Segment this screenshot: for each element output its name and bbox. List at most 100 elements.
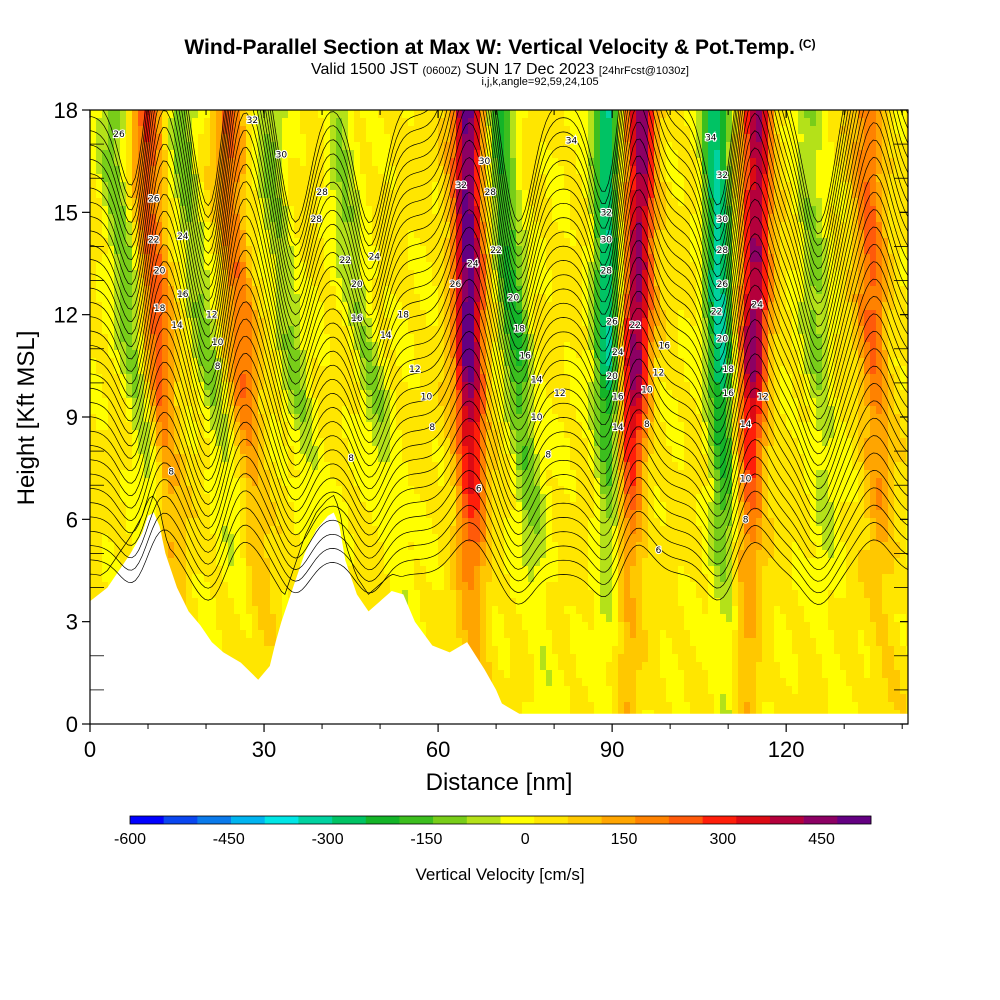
contour-label: 26 xyxy=(450,280,462,290)
contour-label: 16 xyxy=(659,341,671,351)
colorbar-swatch xyxy=(433,816,468,824)
contour-label: 30 xyxy=(479,157,491,167)
theta-contour-line xyxy=(90,157,908,351)
y-axis-label: Height [Kft MSL] xyxy=(13,331,40,506)
contour-label: 22 xyxy=(148,236,159,246)
contour-label: 10 xyxy=(212,338,224,348)
contour-label: 18 xyxy=(514,324,526,334)
contour-label: 8 xyxy=(348,454,354,464)
contour-label: 28 xyxy=(485,188,497,198)
contour-label: 32 xyxy=(247,116,258,126)
colorbar-swatch xyxy=(500,816,535,824)
contour-label: 26 xyxy=(148,195,160,205)
y-tick-label: 12 xyxy=(54,303,78,328)
theta-contour-line xyxy=(90,110,908,281)
colorbar-tick-label: 300 xyxy=(709,831,736,848)
contour-label: 24 xyxy=(612,348,624,358)
contour-label: 20 xyxy=(351,280,363,290)
contour-label: 30 xyxy=(717,215,729,225)
theta-contour-line xyxy=(90,110,846,235)
contour-label: 26 xyxy=(606,318,618,328)
x-tick-label: 30 xyxy=(252,737,276,762)
contour-label: 30 xyxy=(276,150,288,160)
contour-label: 10 xyxy=(421,393,433,403)
contour-label: 12 xyxy=(409,365,420,375)
theta-contour-line xyxy=(90,278,908,432)
valid-date: SUN 17 Dec 2023 xyxy=(465,61,595,78)
y-tick-label: 9 xyxy=(66,405,78,430)
contour-label: 8 xyxy=(429,423,435,433)
colorbar-swatch xyxy=(635,816,670,824)
theta-contour-line xyxy=(90,470,908,559)
contour-label: 14 xyxy=(171,321,183,331)
theta-contour-line xyxy=(90,313,908,455)
contour-label: 28 xyxy=(316,188,328,198)
contour-label: 8 xyxy=(215,362,221,372)
colorbar-swatch xyxy=(803,816,838,824)
y-tick-label: 18 xyxy=(54,98,78,123)
contour-label: 18 xyxy=(722,365,734,375)
x-tick-label: 90 xyxy=(600,737,624,762)
contour-label: 22 xyxy=(630,321,641,331)
grid-indices: i,j,k,angle=92,59,24,105 xyxy=(481,76,599,88)
contour-label: 8 xyxy=(644,420,650,430)
colorbar-tick-label: -450 xyxy=(213,831,245,848)
contour-label: 34 xyxy=(705,133,717,143)
colorbar-tick-label: -300 xyxy=(312,831,344,848)
theta-contour-line xyxy=(90,348,908,478)
theta-contour-line xyxy=(90,139,908,339)
contour-label: 10 xyxy=(641,386,653,396)
contour-label: 32 xyxy=(601,208,612,218)
contour-label: 16 xyxy=(351,314,363,324)
contour-label: 20 xyxy=(154,266,166,276)
contour-label: 24 xyxy=(177,232,189,242)
theta-contour-line xyxy=(90,261,908,420)
colorbar-swatch xyxy=(601,816,636,824)
colorbar-tick-label: 450 xyxy=(808,831,835,848)
contour-label: 16 xyxy=(612,393,624,403)
contour-label: 12 xyxy=(757,393,768,403)
contour-label: 20 xyxy=(717,335,729,345)
contour-label: 6 xyxy=(656,546,662,556)
colorbar-swatch xyxy=(837,816,872,824)
colorbar-swatch xyxy=(702,816,737,824)
contour-label: 28 xyxy=(717,246,729,256)
contour-label: 34 xyxy=(566,137,578,147)
valid-utc: (0600Z) xyxy=(422,65,462,77)
contour-label: 22 xyxy=(340,256,351,266)
theta-contour-line xyxy=(90,296,908,443)
x-tick-label: 0 xyxy=(84,737,96,762)
contour-label: 24 xyxy=(751,300,763,310)
colorbar-tick-label: 0 xyxy=(521,831,530,848)
theta-contour-line xyxy=(90,110,908,316)
contour-label: 14 xyxy=(531,376,543,386)
theta-contour-line xyxy=(102,110,844,224)
theta-contour-line xyxy=(90,243,908,409)
contour-label: 12 xyxy=(653,369,664,379)
terrain-mask xyxy=(90,512,908,724)
colorbar-swatch xyxy=(466,816,501,824)
colorbar-swatch xyxy=(567,816,602,824)
theta-contour-line xyxy=(90,191,908,374)
colorbar-label: Vertical Velocity [cm/s] xyxy=(415,865,584,884)
theta-contour-line xyxy=(90,417,908,524)
contour-label: 24 xyxy=(467,260,479,270)
theta-contour-line xyxy=(90,435,908,536)
contour-label: 16 xyxy=(519,352,531,362)
forecast-tag: [24hrFcst@1030z] xyxy=(598,65,689,77)
contour-label: 28 xyxy=(311,215,323,225)
contour-label: 14 xyxy=(380,331,392,341)
theta-contour-line xyxy=(90,504,908,582)
colorbar-swatch xyxy=(130,816,164,824)
y-tick-label: 6 xyxy=(66,507,78,532)
contour-label: 22 xyxy=(711,307,722,317)
theta-contour-line xyxy=(90,487,908,571)
colorbar-frame xyxy=(129,815,872,825)
contour-label: 24 xyxy=(369,253,381,263)
axes: 0 30 60 90 120 0 3 6 9 12 15 18 xyxy=(54,98,908,762)
contour-label: 10 xyxy=(531,413,543,423)
colorbar-swatch xyxy=(298,816,333,824)
contour-label: 18 xyxy=(154,304,166,314)
